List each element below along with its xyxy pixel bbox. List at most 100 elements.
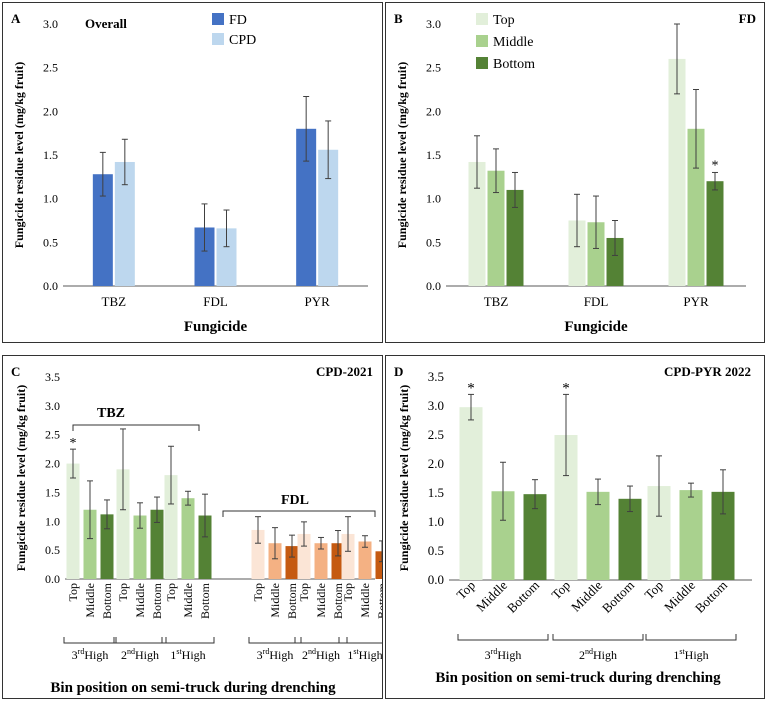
y-tick-label: 2.5 (43, 61, 58, 75)
x-tick-label: Bottom (692, 578, 730, 616)
bar (114, 161, 135, 286)
x-tick-label: Middle (83, 583, 97, 618)
bar (706, 181, 724, 286)
x-tick-label: Bottom (599, 578, 637, 616)
significance-marker: * (712, 158, 719, 173)
bar (150, 509, 164, 579)
panel-letter: B (394, 11, 403, 26)
y-tick-label: 2.5 (428, 427, 444, 442)
bar (506, 189, 524, 286)
y-tick-label: 1.5 (428, 485, 444, 500)
x-tick-label: Top (116, 583, 130, 602)
bar (459, 407, 483, 580)
x-tick-label: Middle (661, 577, 698, 614)
legend-label: Middle (493, 35, 533, 50)
x-axis-title: Bin position on semi-truck during drench… (50, 680, 336, 696)
x-axis-title: Fungicide (184, 319, 248, 335)
bar (92, 174, 113, 286)
x-tick-label: Bottom (100, 582, 114, 619)
panel-c: 0.0 0.5 1.0 1.5 2.0 2.5 3.0 3.5 Top Middle Bottom 3… (2, 355, 383, 699)
x-tick-label: Bottom (504, 578, 542, 616)
bar (268, 543, 282, 579)
x-tick-label: Bottom (150, 582, 164, 619)
x-tick-label: PYR (683, 294, 709, 309)
legend-swatch (476, 13, 488, 25)
group-bracket (552, 634, 644, 641)
x-tick-label: TBZ (484, 294, 509, 309)
y-tick-label: 3.0 (43, 17, 58, 31)
panel-b: 0.0 0.5 1.0 1.5 2.0 2.5 3.0 TBZ FDL PYR * Fungicide… (385, 2, 765, 343)
panel-title: Overall (85, 16, 127, 31)
group-label: 3rdHigh (72, 647, 109, 662)
x-tick-label: Top (341, 583, 355, 602)
group-bracket (248, 637, 302, 644)
y-tick-label: 3.5 (428, 369, 444, 384)
panel-letter: D (394, 364, 403, 379)
group-label: 1stHigh (170, 647, 205, 662)
bar (198, 515, 212, 579)
y-tick-label: 2.5 (426, 61, 441, 75)
bar (314, 543, 328, 579)
legend-label: CPD (229, 33, 256, 48)
group-bracket (338, 637, 382, 644)
panel-title: CPD-2021 (316, 364, 373, 379)
y-tick-label: 2.0 (428, 456, 444, 471)
panel-d: 0.0 0.5 1.0 1.5 2.0 2.5 3.0 3.5 Top Middle Bottom 3… (385, 355, 765, 699)
y-tick-label: 3.0 (428, 398, 444, 413)
fdl-bracket (222, 510, 376, 517)
bar (523, 494, 547, 580)
bar (341, 533, 355, 579)
x-tick-label: Top (548, 578, 573, 603)
x-tick-label: Middle (181, 583, 195, 618)
x-tick-label: PYR (305, 294, 331, 309)
panel-letter: C (11, 364, 20, 379)
x-tick-label: Middle (268, 583, 282, 618)
bar (116, 469, 130, 579)
bar (375, 551, 382, 579)
bar (296, 128, 317, 286)
y-tick-label: 1.5 (43, 148, 58, 162)
x-tick-label: Bottom (285, 582, 299, 619)
bar (606, 237, 624, 286)
significance-marker: * (562, 380, 570, 396)
fungicide-label: FDL (281, 493, 309, 508)
x-tick-label: FDL (203, 294, 228, 309)
bar (711, 491, 735, 580)
bar (297, 533, 311, 579)
y-tick-label: 1.0 (428, 514, 444, 529)
bar (586, 491, 610, 580)
bar (83, 509, 97, 579)
y-tick-label: 0.5 (426, 235, 441, 249)
y-tick-label: 0.0 (43, 279, 58, 293)
bar (647, 486, 671, 580)
x-tick-label: FDL (584, 294, 609, 309)
bar (194, 227, 215, 286)
y-axis-label: Fungicide residue level (mg/kg fruit) (14, 385, 28, 571)
bar (487, 170, 505, 286)
panel-title: FD (739, 11, 756, 26)
x-tick-label: Top (251, 583, 265, 602)
legend-label: FD (229, 13, 247, 28)
group-label: 2ndHigh (579, 647, 617, 662)
group-label: 1stHigh (673, 647, 708, 662)
panel-letter: A (11, 11, 21, 26)
y-tick-label: 1.0 (426, 192, 441, 206)
legend-swatch (476, 35, 488, 47)
x-tick-label: Middle (133, 583, 147, 618)
bar (668, 58, 686, 286)
chart-d: 0.00.51.01.52.02.53.03.5TopMiddleBottom3… (394, 364, 752, 686)
bar (687, 128, 705, 286)
bar (285, 546, 299, 579)
x-tick-label: Bottom (375, 582, 382, 619)
y-tick-label: 0.5 (43, 235, 58, 249)
panel-a: 0.0 0.5 1.0 1.5 2.0 2.5 3.0 TBZ FDL PYR Fungicide F… (2, 2, 383, 343)
bar (251, 529, 265, 579)
y-tick-label: 0.5 (45, 543, 60, 557)
tbz-bracket (72, 424, 200, 431)
bar (358, 541, 372, 579)
x-tick-label: Top (66, 583, 80, 602)
y-tick-label: 2.0 (426, 104, 441, 118)
panel-title: CPD-PYR 2022 (664, 364, 751, 379)
x-tick-label: Top (641, 578, 666, 603)
